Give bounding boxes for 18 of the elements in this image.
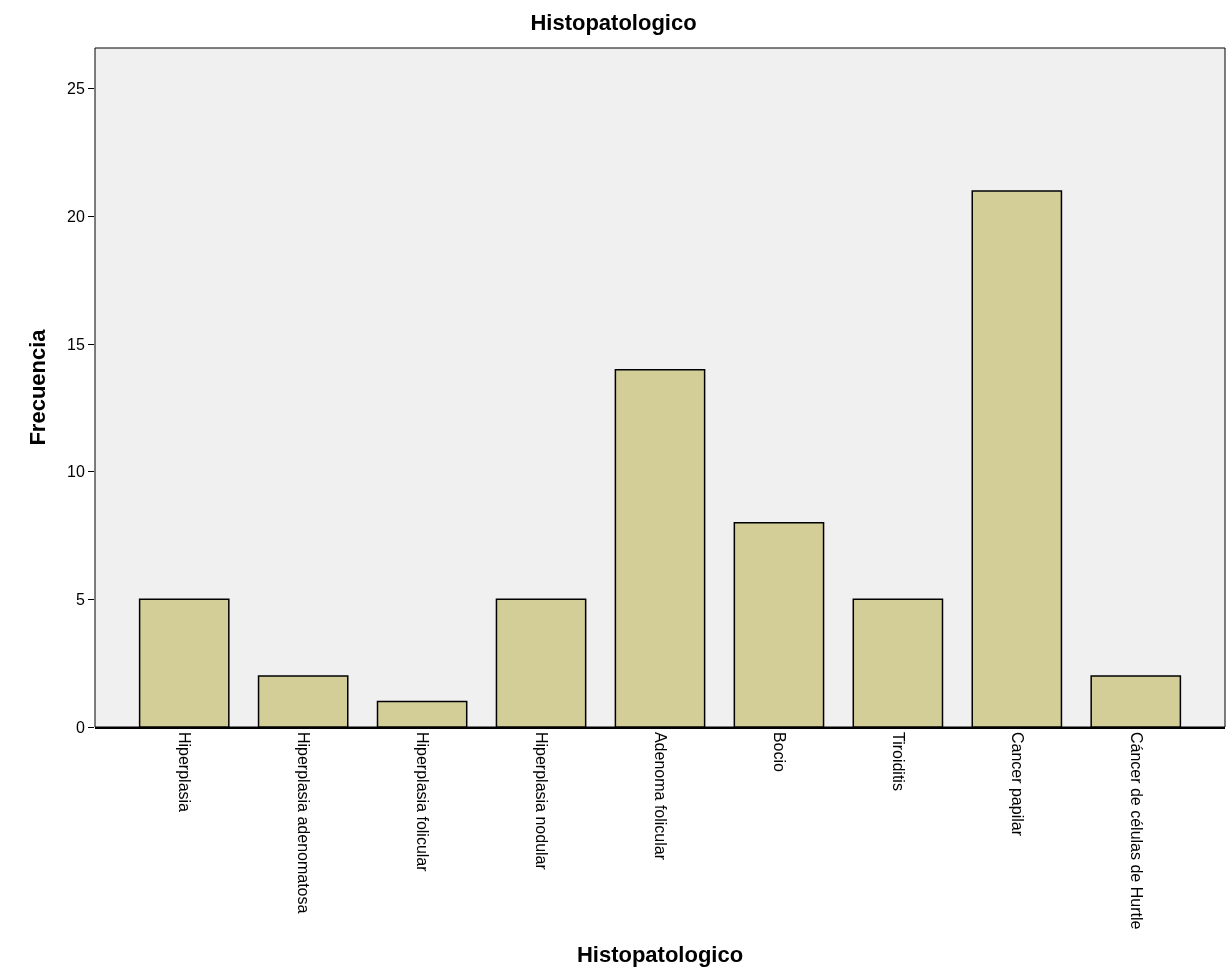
x-tick-label: Hiperplasia folicular xyxy=(413,731,431,873)
x-axis-title: Histopatologico xyxy=(576,942,744,967)
x-tick-label: Tiroiditis xyxy=(889,731,907,791)
x-tick-label: Adenoma folicular xyxy=(651,731,669,861)
chart-title: Histopatologico xyxy=(530,9,697,35)
y-tick-label: 10 xyxy=(67,463,85,481)
y-tick-label: 0 xyxy=(75,718,85,736)
y-tick-label: 25 xyxy=(67,80,85,98)
y-tick-label: 5 xyxy=(75,590,85,608)
y-tick-label: 15 xyxy=(67,335,85,353)
y-tick-label: 20 xyxy=(67,208,85,226)
x-tick-label: Hiperplasia xyxy=(176,731,194,813)
y-axis-title: Frecuencia xyxy=(24,328,50,446)
x-tick-label: Cáncer de células de Hurtle xyxy=(1127,731,1145,930)
x-tick-label: Hiperplasia adenomatosa xyxy=(294,731,312,914)
x-tick-label: Hiperplasia nodular xyxy=(532,731,550,871)
x-tick-label: Cancer papilar xyxy=(1008,731,1026,837)
x-tick-label: Bocio xyxy=(770,731,788,773)
